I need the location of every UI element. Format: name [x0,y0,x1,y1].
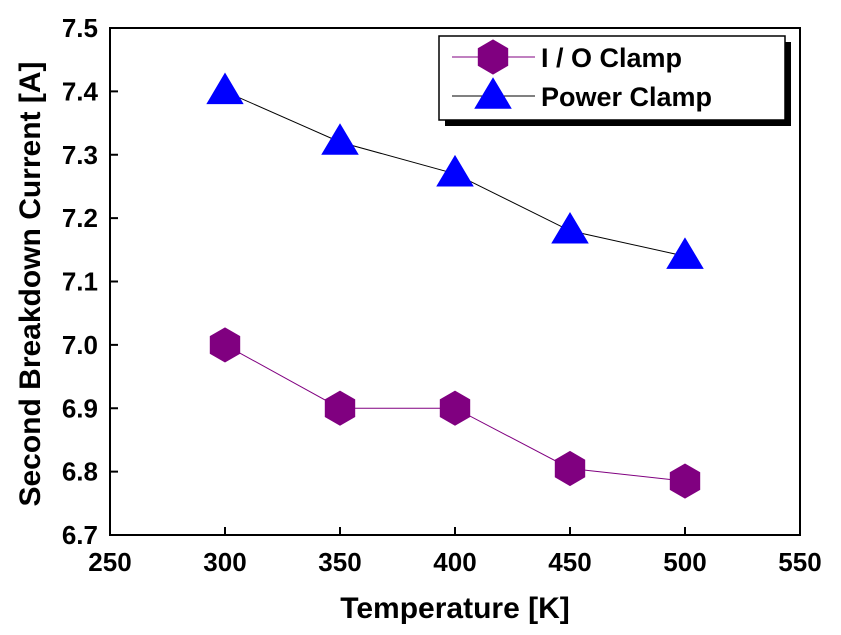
x-tick-label: 300 [203,547,246,577]
y-tick-label: 7.0 [62,330,98,360]
x-tick-label: 500 [663,547,706,577]
x-axis-ticks: 250 300 350 400 450 500 550 [88,527,822,577]
x-tick-label: 400 [433,547,476,577]
y-tick-label: 7.4 [62,76,99,106]
y-tick-label: 6.9 [62,393,98,423]
y-tick-label: 7.5 [62,13,98,43]
legend-marker [477,39,509,75]
series-layer [206,72,704,499]
legend-label: I / O Clamp [541,43,682,73]
data-point [669,463,701,499]
data-point [551,212,589,244]
x-tick-label: 550 [778,547,821,577]
data-point [554,450,586,487]
data-point [206,72,244,105]
data-point [324,390,356,426]
y-tick-label: 7.1 [62,267,98,297]
series-io-clamp [209,327,701,499]
legend-marker [474,77,512,109]
x-tick-label: 250 [88,547,131,577]
legend: I / O Clamp Power Clamp [438,35,791,126]
y-tick-label: 7.3 [62,140,98,170]
data-point [209,327,241,363]
y-tick-label: 6.7 [62,520,98,550]
y-tick-label: 7.2 [62,203,98,233]
data-point [321,123,359,155]
data-point [436,154,474,187]
x-axis-title: Temperature [K] [340,592,569,625]
y-tick-label: 6.8 [62,457,98,487]
series-power-clamp [206,72,704,269]
x-tick-label: 350 [318,547,361,577]
y-axis-title: Second Breakdown Current [A] [14,61,47,506]
x-tick-label: 450 [548,547,591,577]
data-point [666,237,704,269]
legend-label: Power Clamp [541,82,712,112]
data-point [439,390,471,426]
y-axis-ticks: 6.7 6.8 6.9 7.0 7.1 7.2 7.3 7.4 7.5 [62,13,118,550]
